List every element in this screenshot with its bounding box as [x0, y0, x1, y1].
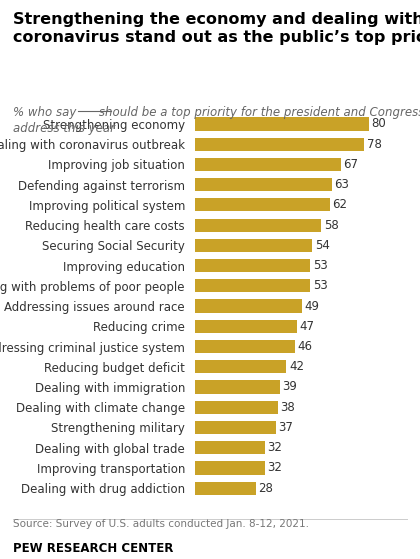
Text: Source: Survey of U.S. adults conducted Jan. 8-12, 2021.: Source: Survey of U.S. adults conducted …	[13, 519, 309, 529]
Text: 39: 39	[283, 381, 297, 394]
Text: 58: 58	[324, 219, 339, 231]
Text: 54: 54	[315, 239, 330, 252]
Text: % who say      should be a top priority for the president and Congress to
addres: % who say should be a top priority for t…	[13, 106, 420, 135]
Text: 38: 38	[280, 401, 295, 414]
Text: 63: 63	[334, 178, 349, 191]
Text: 53: 53	[313, 259, 328, 272]
Bar	[195, 138, 365, 151]
Bar	[195, 401, 278, 414]
Text: PEW RESEARCH CENTER: PEW RESEARCH CENTER	[13, 542, 173, 555]
Bar	[195, 441, 265, 454]
Text: 49: 49	[304, 300, 319, 312]
Text: 47: 47	[300, 320, 315, 333]
Bar	[195, 300, 302, 312]
Bar	[195, 320, 297, 333]
Bar	[195, 219, 321, 231]
Text: Strengthening the economy and dealing with
coronavirus stand out as the public’s: Strengthening the economy and dealing wi…	[13, 12, 420, 45]
Text: 67: 67	[343, 158, 358, 171]
Bar	[195, 360, 286, 373]
Bar	[195, 117, 369, 130]
Bar	[195, 198, 330, 211]
Bar	[195, 280, 310, 292]
Text: 37: 37	[278, 421, 293, 434]
Bar	[195, 178, 332, 191]
Text: 42: 42	[289, 360, 304, 373]
Text: 78: 78	[367, 138, 382, 151]
Text: 62: 62	[332, 198, 347, 211]
Text: 53: 53	[313, 280, 328, 292]
Bar	[195, 239, 312, 252]
Text: 80: 80	[371, 117, 386, 130]
Bar	[195, 158, 341, 171]
Bar	[195, 340, 295, 353]
Bar	[195, 461, 265, 475]
Bar	[195, 259, 310, 272]
Text: 28: 28	[259, 482, 273, 495]
Text: 32: 32	[267, 441, 282, 454]
Text: 32: 32	[267, 461, 282, 475]
Text: 46: 46	[298, 340, 312, 353]
Bar	[195, 421, 276, 434]
Bar	[195, 381, 280, 394]
Bar	[195, 482, 256, 495]
